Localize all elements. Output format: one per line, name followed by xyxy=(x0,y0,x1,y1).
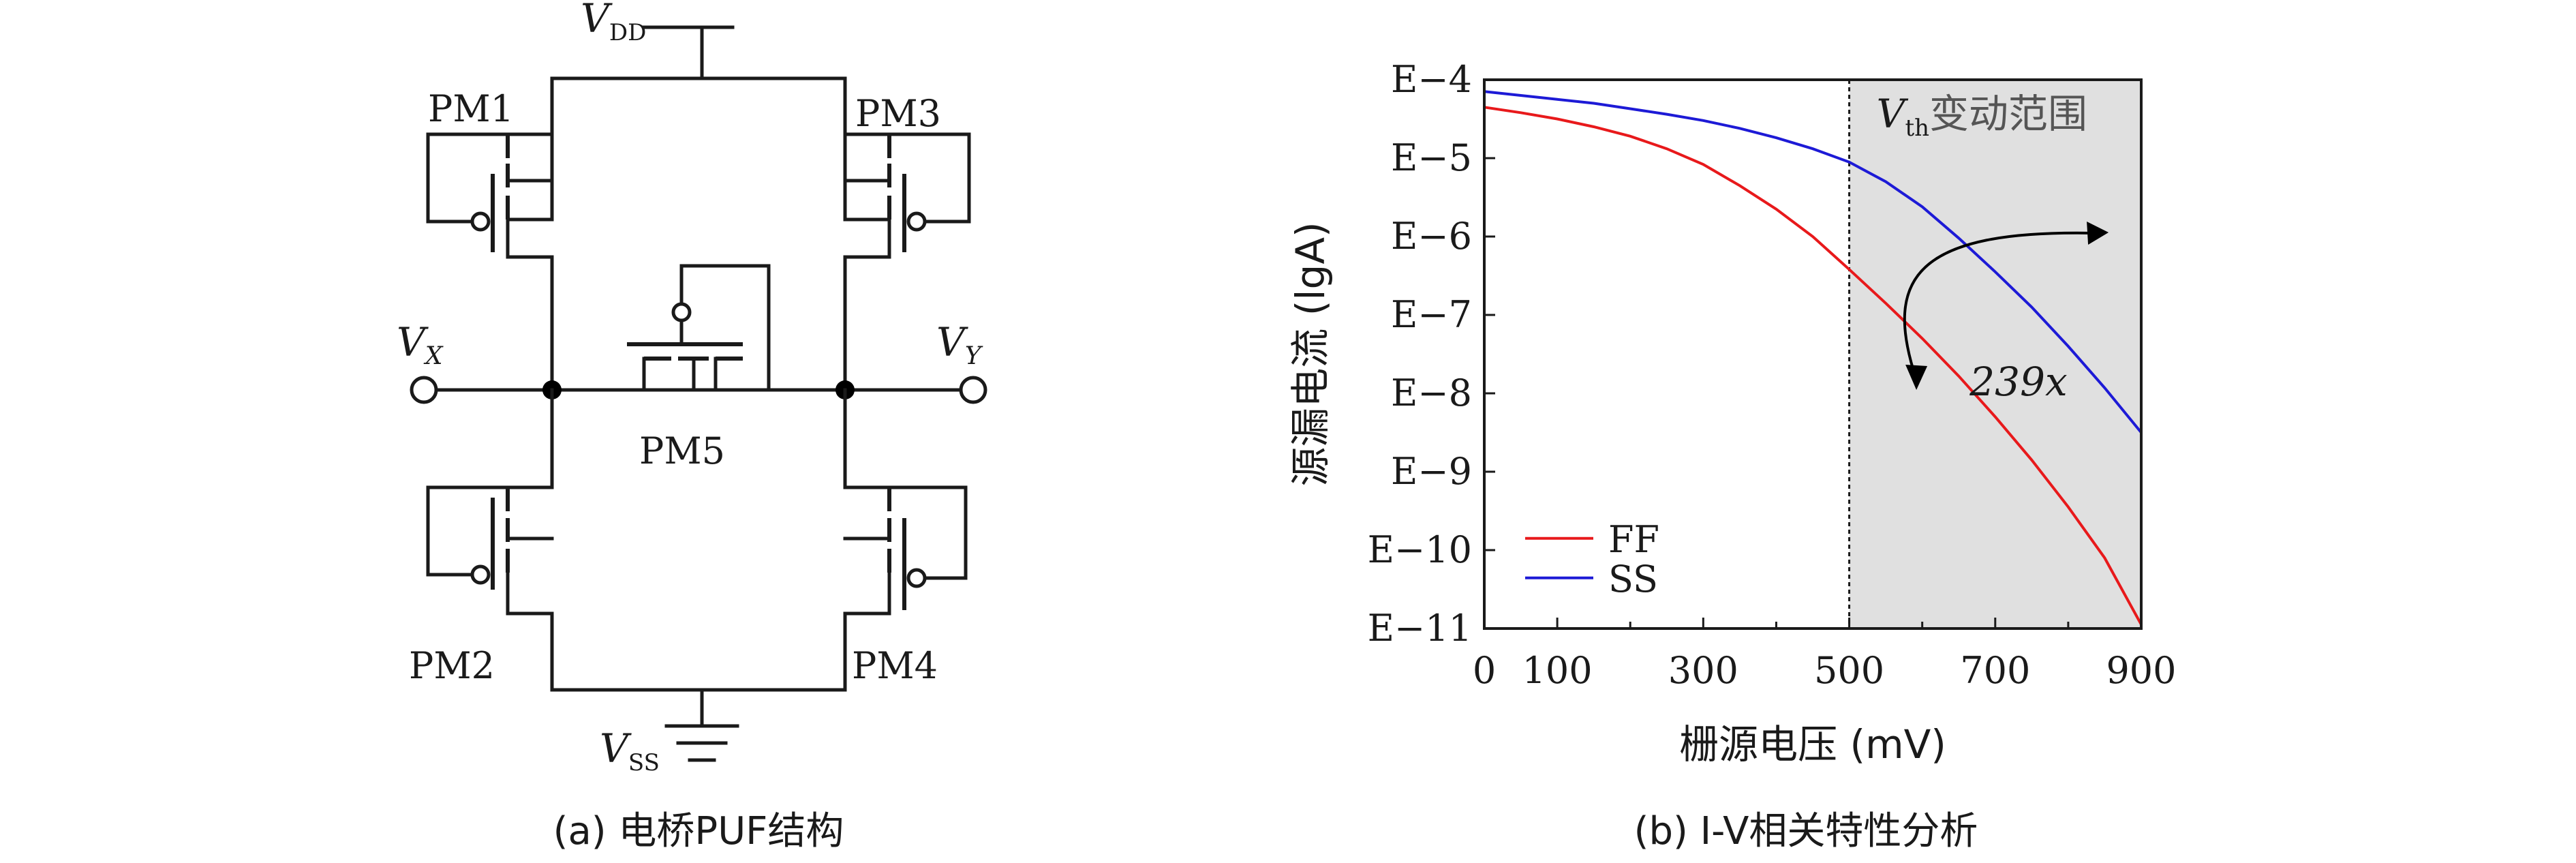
series-layer xyxy=(1484,90,2143,626)
transistor-pm4 xyxy=(843,388,968,692)
x-tick-label: 0 xyxy=(1473,649,1496,692)
vdd-label: VDD xyxy=(581,0,646,46)
x-tick-label: 500 xyxy=(1814,649,1884,692)
vy-label: VY xyxy=(936,319,983,370)
terminal-vx xyxy=(410,376,438,404)
x-tick-label: 300 xyxy=(1668,649,1738,692)
caption-b: (b) I-V相关特性分析 xyxy=(1634,809,1978,853)
pm1-label: PM1 xyxy=(428,87,514,130)
ratio-arrow xyxy=(1903,231,2094,380)
legend-label-ff: FF xyxy=(1608,518,1659,561)
y-axis-label: 源漏电流 (lgA) xyxy=(1287,222,1334,486)
transistor-pm1 xyxy=(426,132,554,392)
plot-frame xyxy=(1483,78,2143,630)
y-ticks: E−4 E−5 E−6 E−7 E−8 E−9 E−10 E−11 xyxy=(1368,58,1495,650)
vth-range-label: Vth变动范围 xyxy=(1877,91,2087,142)
pm5-label: PM5 xyxy=(639,429,725,472)
y-tick-label: E−7 xyxy=(1391,293,1472,336)
terminal-vy xyxy=(959,376,987,404)
y-tick-label: E−9 xyxy=(1391,450,1472,493)
pm4-label: PM4 xyxy=(852,644,938,687)
y-tick-label: E−6 xyxy=(1391,215,1472,258)
arrow-head-icon xyxy=(2087,222,2109,245)
ground-icon xyxy=(664,724,739,762)
ratio-label: 239x xyxy=(1969,359,2067,405)
x-axis-label: 栅源电压 (mV) xyxy=(1679,721,1946,768)
x-tick-label: 100 xyxy=(1522,649,1593,692)
x-tick-label: 900 xyxy=(2106,649,2176,692)
iv-chart: 0 100 300 500 700 900 E−4E−5E−6E−7E−8E−9E−10E… xyxy=(1287,58,2177,768)
y-tick-label: E−10 xyxy=(1368,528,1472,571)
y-tick-label: E−4 xyxy=(1391,58,1472,101)
vth-shade-region xyxy=(1849,80,2141,629)
arrow-head-icon xyxy=(1905,365,1928,390)
transistor-pm5 xyxy=(627,264,771,392)
y-tick-label: E−8 xyxy=(1391,372,1472,414)
y-tick-label: E−11 xyxy=(1368,607,1472,650)
legend-label-ss: SS xyxy=(1608,558,1658,601)
pm2-label: PM2 xyxy=(409,644,495,687)
transistor-pm2 xyxy=(426,388,554,692)
circuit-diagram: VDD VSS VX VY PM1 PM3 PM5 PM2 PM4 xyxy=(397,0,987,776)
transistor-pm3 xyxy=(843,132,971,392)
series-line-ff xyxy=(1484,106,2143,626)
series-line-ss xyxy=(1484,90,2143,434)
y-tick-label: E−5 xyxy=(1391,136,1472,179)
x-tick-label: 700 xyxy=(1960,649,2030,692)
vx-label: VX xyxy=(397,319,444,370)
vss-label: VSS xyxy=(600,725,660,776)
caption-a: (a) 电桥PUF结构 xyxy=(553,809,844,853)
x-ticks: 0 100 300 500 700 900 xyxy=(1473,618,2177,692)
pm3-label: PM3 xyxy=(855,92,941,135)
